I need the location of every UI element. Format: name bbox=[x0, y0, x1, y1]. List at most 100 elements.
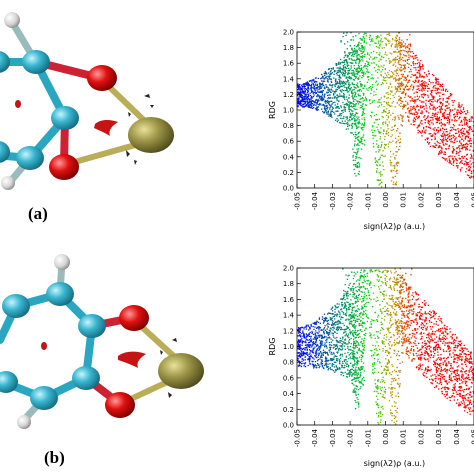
data-point bbox=[377, 101, 379, 103]
data-point bbox=[436, 129, 438, 132]
data-point bbox=[394, 86, 396, 88]
data-point bbox=[467, 135, 469, 138]
data-point bbox=[421, 113, 423, 115]
data-point bbox=[354, 371, 356, 373]
data-point bbox=[351, 89, 354, 91]
data-point bbox=[366, 283, 368, 285]
data-point bbox=[324, 351, 326, 353]
data-point bbox=[454, 120, 456, 122]
data-point bbox=[320, 329, 322, 332]
data-point bbox=[303, 335, 306, 337]
data-point bbox=[353, 297, 356, 299]
data-point bbox=[438, 88, 440, 90]
data-point bbox=[396, 322, 398, 324]
data-point bbox=[465, 158, 468, 160]
data-point bbox=[367, 317, 369, 319]
data-point bbox=[363, 124, 365, 126]
data-point bbox=[377, 65, 380, 67]
data-point bbox=[387, 307, 389, 310]
data-point bbox=[348, 373, 350, 375]
data-point bbox=[355, 133, 357, 136]
data-point bbox=[382, 376, 384, 378]
data-point bbox=[405, 51, 408, 53]
data-point bbox=[402, 84, 405, 86]
data-point bbox=[324, 71, 326, 73]
data-point bbox=[446, 105, 448, 107]
data-point bbox=[438, 150, 441, 153]
data-point bbox=[338, 303, 340, 305]
data-point bbox=[380, 372, 383, 375]
data-point bbox=[342, 65, 345, 67]
data-point bbox=[389, 285, 392, 287]
data-point bbox=[334, 311, 336, 313]
data-point bbox=[469, 129, 471, 131]
data-point bbox=[353, 59, 356, 61]
data-point bbox=[341, 361, 344, 363]
data-point bbox=[406, 39, 408, 41]
data-point bbox=[354, 165, 357, 167]
data-point bbox=[388, 327, 390, 329]
data-point bbox=[327, 313, 329, 315]
data-point bbox=[313, 328, 315, 330]
data-point bbox=[318, 104, 320, 106]
data-point bbox=[349, 282, 351, 285]
data-point bbox=[395, 137, 397, 139]
data-point bbox=[399, 362, 401, 364]
data-point bbox=[358, 58, 360, 60]
data-point bbox=[398, 340, 401, 342]
metal-atom bbox=[128, 117, 174, 153]
data-point bbox=[314, 90, 317, 92]
data-point bbox=[369, 44, 371, 46]
data-point bbox=[382, 111, 385, 113]
data-point bbox=[384, 351, 387, 353]
data-point bbox=[400, 96, 402, 99]
data-point bbox=[328, 103, 330, 106]
data-point bbox=[312, 87, 314, 89]
data-point bbox=[470, 153, 472, 155]
data-point bbox=[307, 324, 309, 326]
data-point bbox=[317, 100, 319, 102]
data-point bbox=[462, 130, 465, 132]
data-point bbox=[386, 313, 388, 315]
data-point bbox=[309, 80, 311, 82]
data-point bbox=[361, 67, 363, 69]
data-point bbox=[332, 339, 334, 341]
data-point bbox=[390, 324, 392, 327]
data-point bbox=[326, 86, 328, 88]
data-point bbox=[414, 118, 417, 120]
data-point bbox=[300, 365, 303, 368]
data-point bbox=[432, 87, 434, 89]
data-point bbox=[355, 346, 357, 348]
data-point bbox=[358, 349, 360, 351]
data-point bbox=[374, 371, 376, 373]
data-point bbox=[359, 81, 361, 83]
data-point bbox=[361, 382, 363, 385]
data-point bbox=[355, 35, 357, 37]
data-point bbox=[336, 94, 338, 96]
data-point bbox=[389, 159, 391, 161]
data-point bbox=[314, 333, 316, 335]
data-point bbox=[376, 52, 378, 54]
data-point bbox=[346, 376, 348, 378]
data-point bbox=[398, 85, 400, 87]
data-point bbox=[397, 86, 399, 88]
data-point bbox=[335, 358, 338, 360]
data-point bbox=[316, 345, 318, 347]
data-point bbox=[393, 417, 396, 420]
data-point bbox=[348, 375, 351, 377]
data-point bbox=[350, 114, 353, 116]
data-point bbox=[303, 336, 305, 338]
data-point bbox=[318, 352, 320, 354]
data-point bbox=[350, 314, 352, 316]
data-point bbox=[457, 109, 459, 111]
data-point bbox=[422, 64, 424, 66]
data-point bbox=[315, 98, 317, 101]
data-point bbox=[387, 91, 389, 94]
data-point bbox=[323, 330, 325, 333]
data-point bbox=[361, 298, 364, 300]
data-point bbox=[397, 79, 399, 81]
data-point bbox=[341, 83, 343, 85]
data-point bbox=[388, 33, 390, 36]
data-point bbox=[441, 140, 443, 142]
data-point bbox=[456, 152, 458, 154]
